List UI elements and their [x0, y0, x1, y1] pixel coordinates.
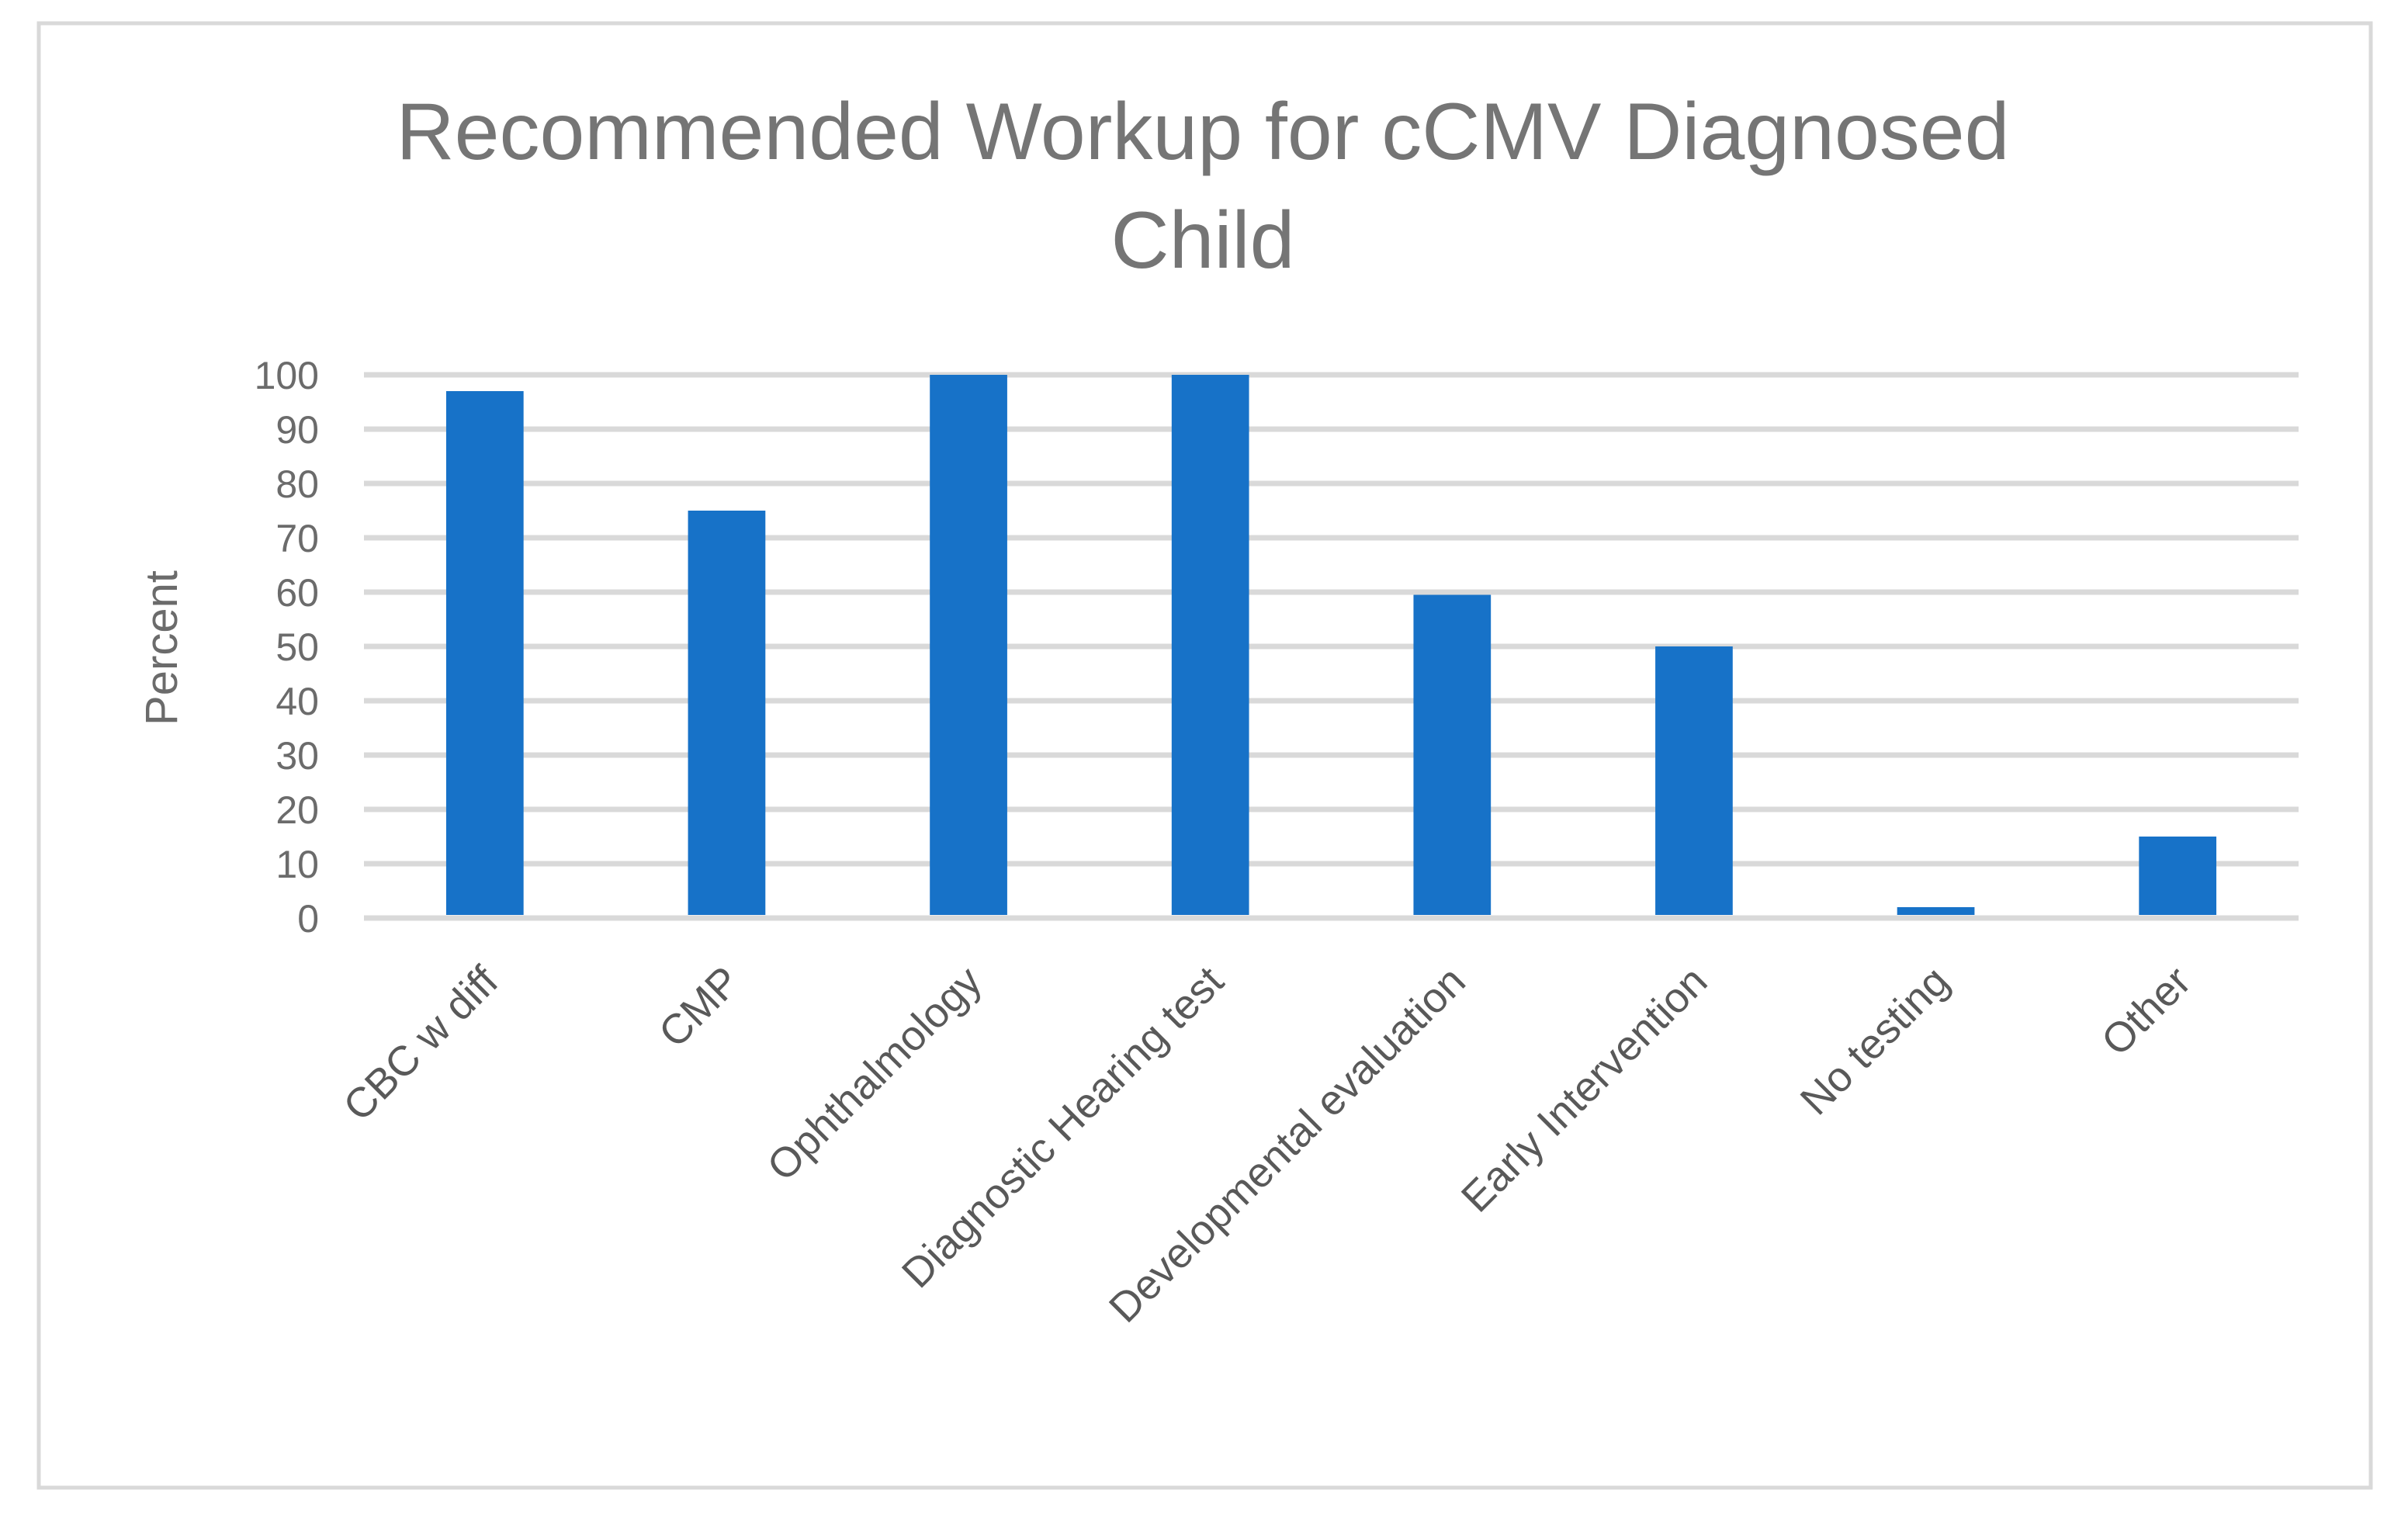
y-tick-label: 100: [255, 354, 319, 397]
y-tick-label: 90: [275, 408, 319, 452]
y-tick-label: 0: [297, 897, 319, 941]
y-tick-label: 10: [275, 843, 319, 886]
bar-developmental-evaluation: [1413, 594, 1492, 915]
y-tick-label: 30: [275, 734, 319, 778]
bar-cmp: [688, 511, 766, 915]
bar-other: [2139, 837, 2217, 915]
y-tick-label: 50: [275, 625, 319, 669]
bar-cbc-w-diff: [445, 391, 524, 915]
bar-ophthalmology: [930, 375, 1007, 915]
y-tick-label: 20: [275, 788, 319, 832]
bar-no-testing: [1897, 907, 1975, 915]
y-tick-label: 40: [275, 680, 319, 723]
chart-title-line-1: Recommended Workup for cCMV Diagnosed: [397, 87, 2010, 177]
bar-diagnostic-hearing-test: [1171, 375, 1249, 915]
chart-title-line-2: Child: [1111, 196, 1295, 286]
y-tick-label: 80: [275, 463, 319, 506]
y-axis-label: Percent: [137, 570, 187, 726]
y-tick-label: 60: [275, 571, 319, 615]
bar-early-intervention: [1655, 646, 1733, 915]
y-tick-label: 70: [275, 517, 319, 560]
